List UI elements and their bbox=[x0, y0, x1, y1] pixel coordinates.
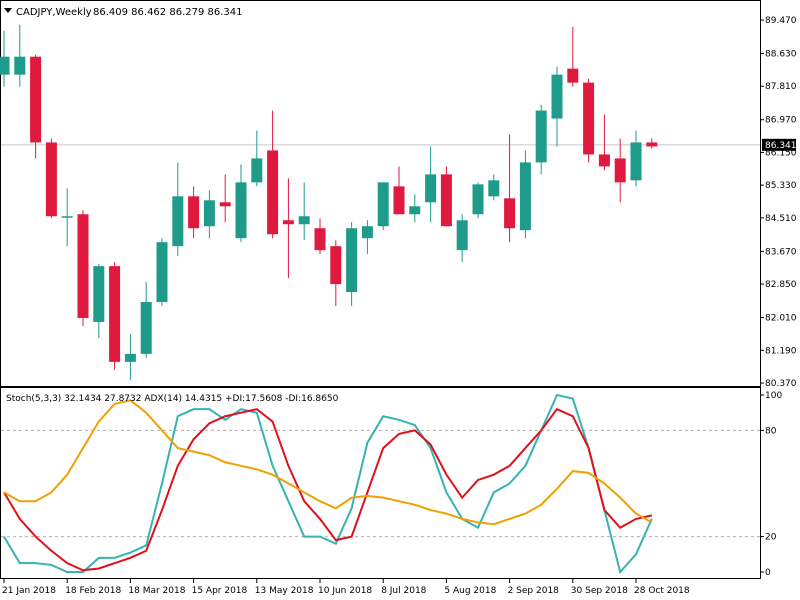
price-axis-label: 84.510 bbox=[765, 214, 797, 224]
candle-body-up bbox=[172, 196, 184, 247]
price-axis-label: 86.150 bbox=[765, 148, 797, 158]
candle-body-up bbox=[551, 74, 563, 119]
indicator-axis-label: 0 bbox=[765, 568, 771, 578]
time-axis-label: 18 Feb 2018 bbox=[65, 586, 121, 596]
symbol-label: CADJPY,Weekly bbox=[16, 7, 92, 18]
indicator-pane-frame bbox=[0, 387, 761, 579]
candle-body-down bbox=[440, 174, 452, 227]
candle-body-up bbox=[409, 206, 421, 215]
candle-body-up bbox=[630, 142, 642, 181]
price-axis-label: 85.330 bbox=[765, 181, 797, 191]
price-axis: 89.470 88.630 87.810 86.970 86.150 85.330 84.5… bbox=[760, 16, 797, 389]
time-axis-label: 15 Apr 2018 bbox=[192, 586, 248, 596]
candle-body-down bbox=[30, 56, 42, 143]
candle-body-down bbox=[646, 142, 658, 147]
price-axis-label: 87.810 bbox=[765, 82, 797, 92]
candle-body-up bbox=[93, 266, 105, 322]
time-axis-label: 30 Sep 2018 bbox=[571, 586, 628, 596]
candle-body-down bbox=[330, 246, 342, 285]
candle-body-up bbox=[203, 200, 215, 227]
candle-body-down bbox=[77, 214, 89, 318]
price-axis-label: 80.370 bbox=[765, 379, 797, 389]
candle-body-up bbox=[124, 353, 136, 362]
adx-line bbox=[3, 399, 653, 526]
indicator-axis-label: 20 bbox=[765, 533, 777, 543]
current-price-badge-bg bbox=[762, 138, 796, 151]
candle-body-up bbox=[519, 162, 531, 231]
indicator-lines bbox=[3, 393, 653, 575]
candle-body-up bbox=[140, 302, 152, 354]
candle-body-up bbox=[346, 228, 358, 293]
time-axis: 21 Jan 2018 18 Feb 2018 18 Mar 2018 15 Apr … bbox=[2, 579, 690, 596]
price-pane[interactable]: CADJPY,Weekly 86.409 86.462 86.279 86.34… bbox=[0, 0, 761, 387]
time-axis-label: 2 Sep 2018 bbox=[508, 586, 560, 596]
time-axis-label: 28 Oct 2018 bbox=[634, 586, 690, 596]
indicator-axis: 100 80 20 0 bbox=[760, 391, 782, 578]
dropdown-arrow-icon[interactable] bbox=[4, 8, 12, 13]
candle-body-up bbox=[425, 174, 437, 203]
candle-body-down bbox=[188, 196, 200, 229]
time-axis-label: 13 May 2018 bbox=[255, 586, 314, 596]
candle-body-down bbox=[567, 68, 579, 83]
time-axis-label: 21 Jan 2018 bbox=[2, 586, 56, 596]
time-axis-label: 18 Mar 2018 bbox=[128, 586, 185, 596]
candle-body-up bbox=[61, 216, 73, 218]
current-price-badge: 86.341 bbox=[762, 138, 797, 151]
candle-body-down bbox=[614, 158, 626, 183]
time-axis-label: 5 Aug 2018 bbox=[444, 586, 496, 596]
candle-body-up bbox=[361, 226, 373, 239]
candle-body-down bbox=[598, 154, 610, 167]
candle-body-up bbox=[456, 220, 468, 251]
price-axis-label: 83.670 bbox=[765, 247, 797, 257]
current-price-badge-label: 86.341 bbox=[765, 141, 797, 151]
ohlc-values: 86.409 86.462 86.279 86.341 bbox=[93, 7, 243, 18]
candle-body-down bbox=[504, 198, 516, 229]
candle-body-up bbox=[298, 216, 310, 225]
candle-body-down bbox=[267, 150, 279, 235]
candle-body-up bbox=[0, 56, 10, 75]
price-axis-label: 81.190 bbox=[765, 346, 797, 356]
candle-body-up bbox=[156, 242, 168, 303]
candle-body-up bbox=[251, 158, 263, 183]
price-axis-label: 86.970 bbox=[765, 116, 797, 126]
price-axis-label: 82.010 bbox=[765, 314, 797, 324]
candle-body-up bbox=[488, 180, 500, 197]
candle-body-down bbox=[282, 220, 294, 225]
candle-body-down bbox=[109, 266, 121, 362]
time-axis-label: 10 Jun 2018 bbox=[318, 586, 372, 596]
stoch-main-line bbox=[3, 393, 653, 575]
candle-body-down bbox=[393, 186, 405, 215]
candle-body-up bbox=[14, 56, 26, 75]
candle-body-up bbox=[472, 184, 484, 215]
candle-body-up bbox=[235, 182, 247, 239]
indicator-label: Stoch(5,3,3) 32.1434 27.8732 ADX(14) 14.… bbox=[6, 394, 339, 404]
price-axis-label: 82.850 bbox=[765, 280, 797, 290]
price-axis-label: 89.470 bbox=[765, 16, 797, 26]
time-axis-label: 8 Jul 2018 bbox=[381, 586, 426, 596]
indicator-levels bbox=[1, 429, 760, 538]
candle-body-up bbox=[377, 182, 389, 227]
candle-body-down bbox=[219, 202, 231, 207]
indicator-pane[interactable]: Stoch(5,3,3) 32.1434 27.8732 ADX(14) 14.… bbox=[0, 387, 761, 579]
stoch-signal-line bbox=[3, 407, 653, 572]
indicator-axis-label: 80 bbox=[765, 426, 777, 436]
indicator-axis-label: 100 bbox=[765, 391, 782, 401]
candle-body-down bbox=[314, 228, 326, 251]
price-axis-label: 88.630 bbox=[765, 50, 797, 60]
candle-body-down bbox=[45, 142, 57, 217]
candle-body-down bbox=[583, 82, 595, 155]
candle-body-up bbox=[535, 110, 547, 163]
candles-group bbox=[0, 24, 658, 380]
